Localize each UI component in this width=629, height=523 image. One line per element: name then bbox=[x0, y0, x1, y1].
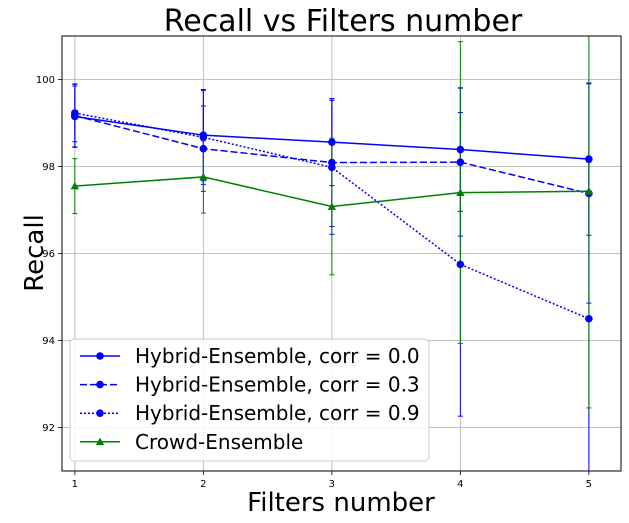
data-point bbox=[199, 133, 208, 142]
y-tick-label: 98 bbox=[42, 162, 55, 173]
data-point bbox=[585, 155, 593, 163]
legend-marker bbox=[95, 437, 105, 446]
legend-label: Hybrid-Ensemble, corr = 0.9 bbox=[135, 401, 420, 425]
chart-title: Recall vs Filters number bbox=[164, 4, 523, 39]
data-point bbox=[328, 138, 336, 146]
x-tick-label: 4 bbox=[457, 479, 463, 490]
y-tick-label: 96 bbox=[42, 249, 55, 260]
data-point bbox=[456, 145, 465, 154]
data-point bbox=[327, 202, 337, 210]
legend: Hybrid-Ensemble, corr = 0.0 Hybrid-Ensemb… bbox=[69, 338, 430, 462]
data-point bbox=[199, 144, 208, 153]
x-axis-label: Filters number bbox=[247, 488, 435, 518]
y-tick-label: 92 bbox=[42, 423, 55, 434]
legend-label: Hybrid-Ensemble, corr = 0.0 bbox=[135, 344, 420, 368]
y-axis-label: Recall bbox=[20, 214, 50, 292]
data-point bbox=[199, 172, 208, 181]
data-point bbox=[584, 187, 594, 195]
y-tick-label: 100 bbox=[36, 75, 55, 86]
x-tick-label: 2 bbox=[200, 479, 206, 490]
x-tick-label: 5 bbox=[586, 479, 592, 490]
data-point bbox=[328, 163, 336, 172]
legend-marker bbox=[96, 409, 104, 418]
legend-label: Hybrid-Ensemble, corr = 0.3 bbox=[135, 373, 420, 397]
y-ticks: 92 94 96 98 100 bbox=[36, 75, 62, 434]
data-point bbox=[456, 260, 465, 269]
legend-marker bbox=[96, 352, 104, 360]
data-point bbox=[70, 181, 80, 190]
y-tick-label: 94 bbox=[42, 336, 55, 347]
data-point bbox=[71, 109, 79, 117]
data-point bbox=[585, 314, 593, 323]
legend-marker bbox=[96, 380, 104, 389]
x-ticks: 1 2 3 4 5 bbox=[72, 471, 592, 490]
legend-box bbox=[69, 338, 430, 462]
data-point bbox=[456, 188, 465, 196]
x-tick-label: 1 bbox=[72, 479, 78, 490]
legend-label: Crowd-Ensemble bbox=[135, 430, 303, 454]
series-markers bbox=[70, 109, 594, 323]
x-tick-label: 3 bbox=[329, 479, 335, 490]
data-point bbox=[456, 158, 465, 166]
